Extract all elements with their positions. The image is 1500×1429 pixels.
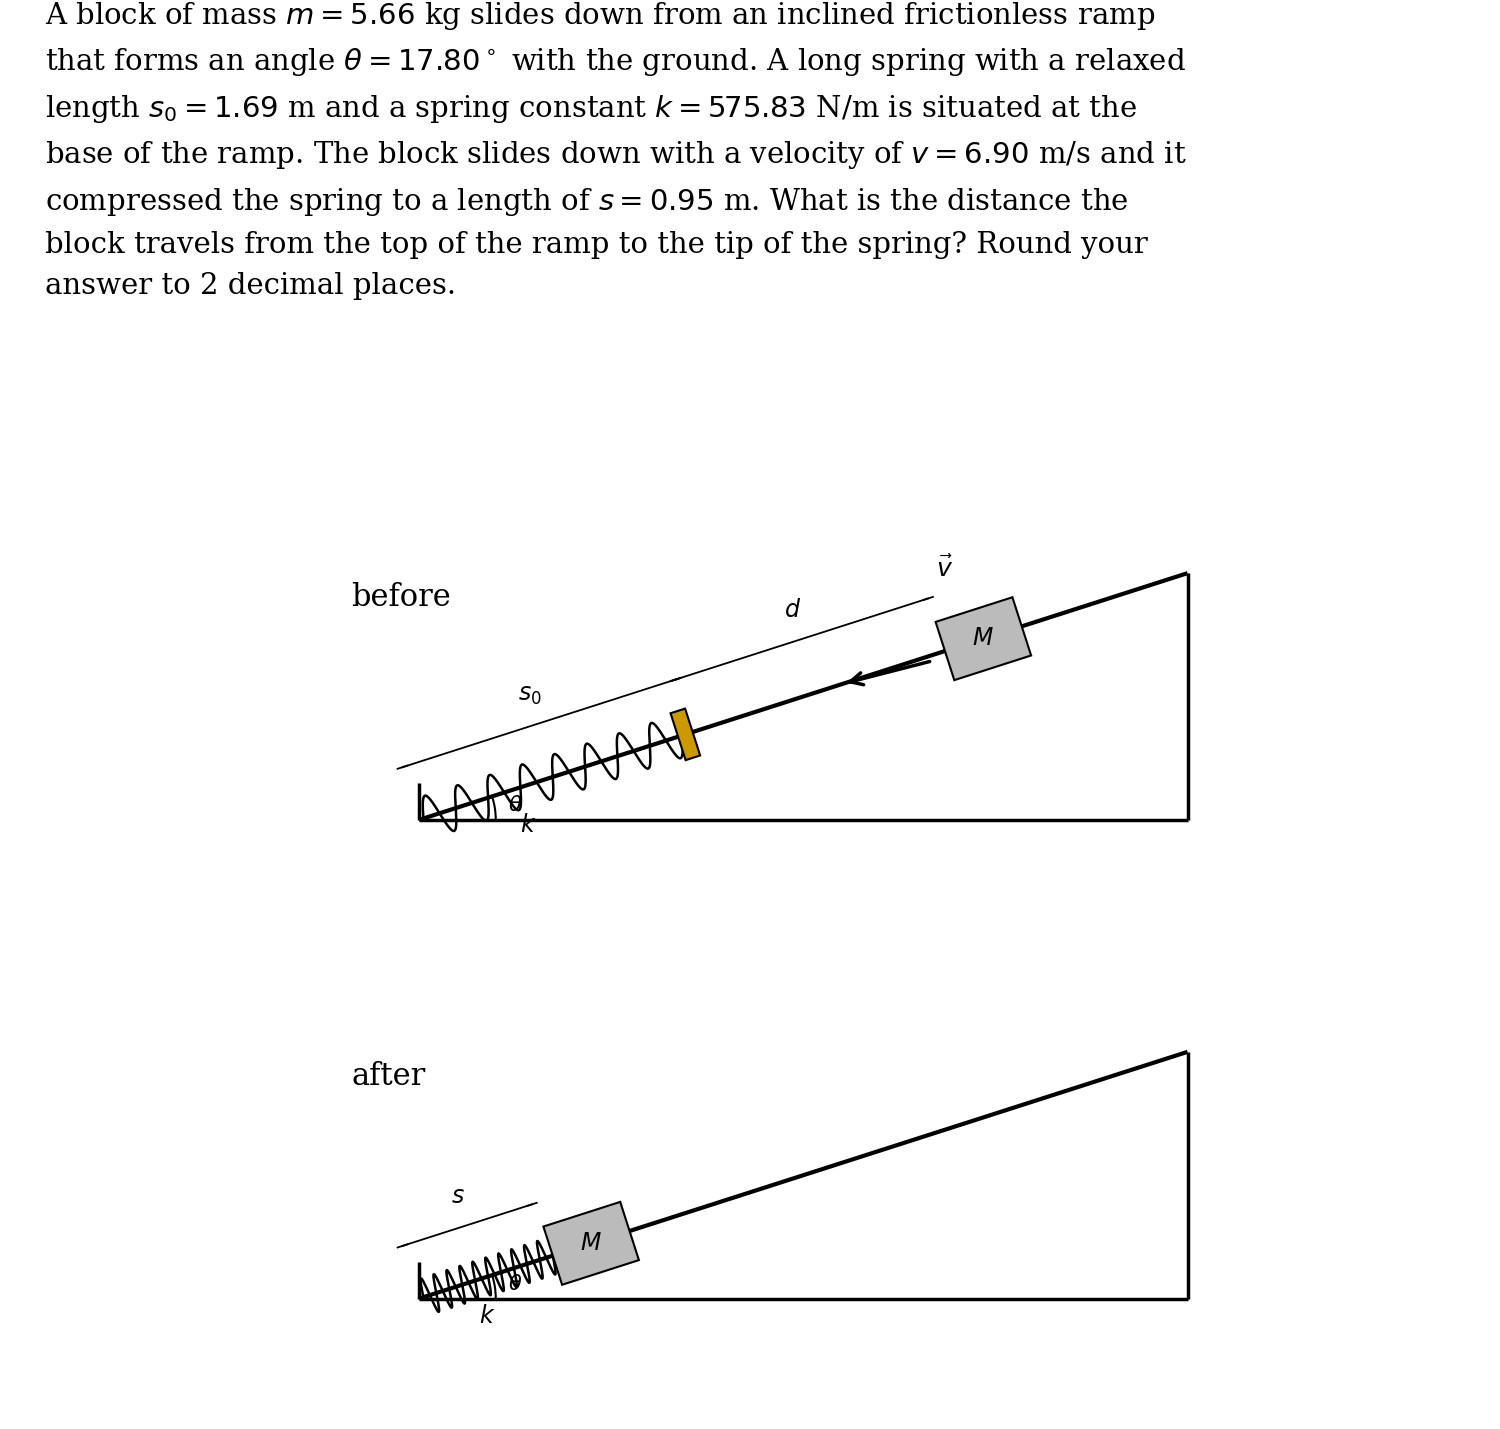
Text: $M$: $M$ (580, 1232, 602, 1255)
Text: $d$: $d$ (784, 599, 801, 622)
Polygon shape (936, 597, 1030, 680)
Text: $s_0$: $s_0$ (518, 683, 542, 706)
Text: $k$: $k$ (480, 1305, 496, 1328)
Text: $\theta$: $\theta$ (509, 1275, 524, 1295)
Text: $k$: $k$ (520, 813, 537, 836)
Polygon shape (543, 1202, 639, 1285)
Polygon shape (670, 709, 700, 760)
Text: $\vec{v}$: $\vec{v}$ (936, 556, 954, 582)
Text: $\theta$: $\theta$ (509, 796, 524, 816)
Text: after: after (351, 1060, 426, 1092)
Text: $s$: $s$ (452, 1186, 465, 1209)
Text: before: before (351, 582, 451, 613)
Text: $M$: $M$ (972, 627, 994, 650)
Text: A block of mass $m = 5.66$ kg slides down from an inclined frictionless ramp
tha: A block of mass $m = 5.66$ kg slides dow… (45, 0, 1186, 300)
